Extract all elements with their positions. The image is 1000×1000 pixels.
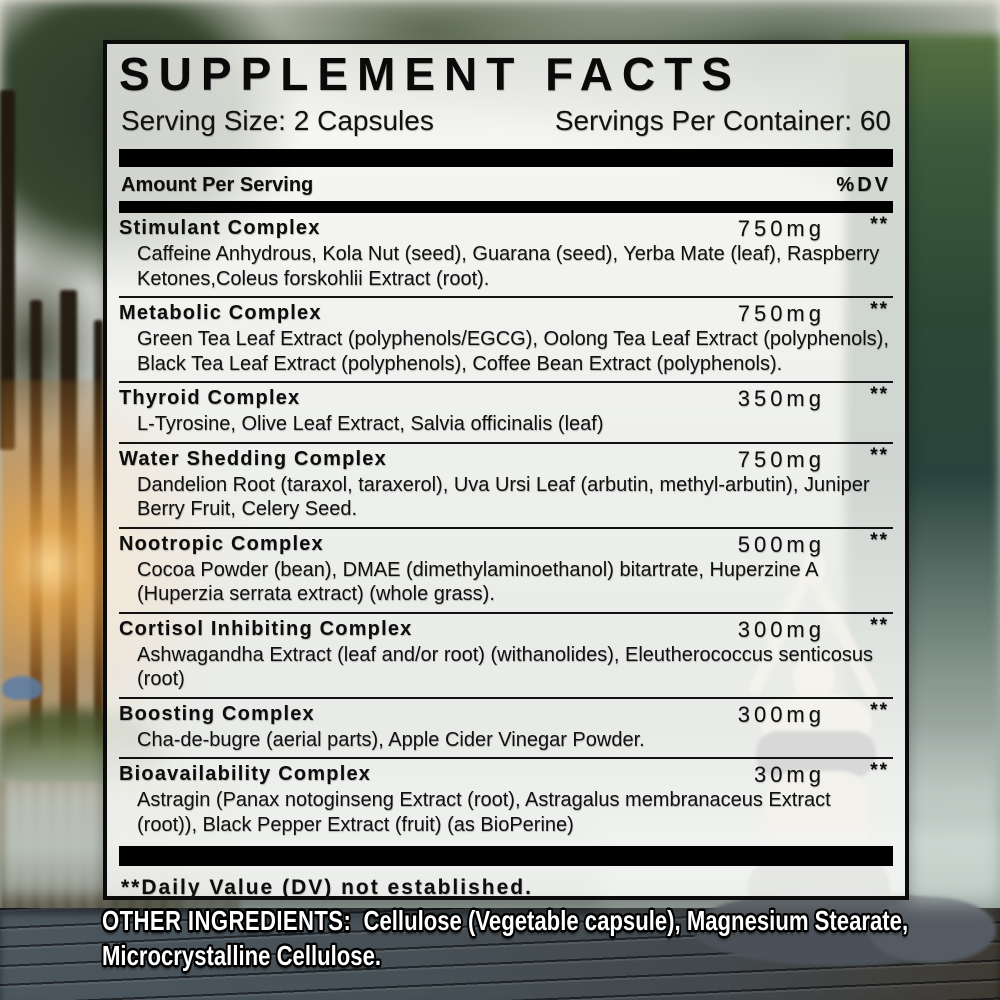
facts-rows: Stimulant Complex 750mg ** Caffeine Anhy… (119, 213, 893, 842)
complex-name: Thyroid Complex (119, 387, 301, 409)
complex-section: Boosting Complex 300mg ** Cha-de-bugre (… (119, 696, 893, 758)
percent-dv-header: %DV (836, 174, 891, 196)
lakeside-object-photo (2, 676, 42, 700)
complex-dv-asterisks: ** (870, 444, 889, 466)
complex-section: Stimulant Complex 750mg ** Caffeine Anhy… (119, 213, 893, 296)
complex-amount: 500mg (737, 531, 825, 557)
complex-name: Cortisol Inhibiting Complex (119, 617, 413, 640)
tree-trunk-photo (30, 300, 42, 750)
complex-ingredients: Cha-de-bugre (aerial parts), Apple Cider… (137, 728, 645, 751)
complex-ingredients: L-Tyrosine, Olive Leaf Extract, Salvia o… (137, 413, 604, 435)
divider-bar-thick (119, 846, 893, 866)
daily-value-footnote: **Daily Value (DV) not established. (121, 876, 533, 899)
divider-bar-thick (119, 149, 893, 167)
complex-amount: 750mg (737, 301, 825, 326)
serving-row: Serving Size: 2 Capsules Servings Per Co… (121, 105, 891, 137)
complex-amount: 30mg (753, 762, 825, 787)
complex-name: Stimulant Complex (119, 217, 321, 239)
complex-amount: 750mg (737, 446, 825, 472)
complex-section: Bioavailability Complex 30mg ** Astragin… (119, 757, 893, 842)
tree-trunk-photo (60, 290, 77, 760)
complex-section: Metabolic Complex 750mg ** Green Tea Lea… (119, 296, 893, 381)
other-ingredients-label: OTHER INGREDIENTS: (102, 905, 352, 936)
complex-dv-asterisks: ** (870, 299, 889, 320)
amount-per-serving-header: Amount Per Serving (121, 174, 314, 196)
complex-section: Nootropic Complex 500mg ** Cocoa Powder … (119, 526, 893, 612)
complex-header-row: Cortisol Inhibiting Complex 300mg ** (119, 615, 893, 642)
supplement-facts-panel: SUPPLEMENT FACTS Serving Size: 2 Capsule… (103, 40, 909, 900)
complex-header-row: Water Shedding Complex 750mg ** (119, 445, 893, 472)
complex-amount: 750mg (737, 216, 825, 241)
complex-dv-asterisks: ** (870, 384, 889, 405)
complex-name: Boosting Complex (119, 702, 315, 725)
panel-title: SUPPLEMENT FACTS (119, 48, 741, 100)
complex-section: Thyroid Complex 350mg ** L-Tyrosine, Oli… (119, 381, 893, 442)
servings-per-container: Servings Per Container: 60 (554, 105, 891, 136)
complex-ingredients: Cocoa Powder (bean), DMAE (dimethylamino… (137, 558, 818, 606)
complex-dv-asterisks: ** (870, 214, 889, 235)
complex-amount: 300mg (737, 701, 825, 727)
complex-amount: 300mg (737, 616, 825, 642)
complex-header-row: Metabolic Complex 750mg ** (119, 299, 893, 326)
complex-header-row: Bioavailability Complex 30mg ** (119, 760, 893, 787)
column-header-row: Amount Per Serving %DV (119, 171, 893, 201)
complex-header-row: Stimulant Complex 750mg ** (119, 214, 893, 241)
complex-ingredients: Astragin (Panax notoginseng Extract (roo… (137, 789, 831, 836)
complex-name: Metabolic Complex (119, 302, 322, 324)
complex-section: Water Shedding Complex 750mg ** Dandelio… (119, 441, 893, 527)
complex-ingredients: Green Tea Leaf Extract (polyphenols/EGCG… (137, 328, 889, 375)
other-ingredients: OTHER INGREDIENTS: Cellulose (Vegetable … (102, 903, 955, 973)
complex-ingredients: Dandelion Root (taraxol, taraxerol), Uva… (137, 473, 870, 521)
complex-ingredients: Caffeine Anhydrous, Kola Nut (seed), Gua… (137, 243, 880, 290)
complex-name: Bioavailability Complex (119, 763, 372, 785)
complex-dv-asterisks: ** (870, 699, 889, 721)
complex-ingredients: Ashwagandha Extract (leaf and/or root) (… (137, 643, 873, 691)
complex-dv-asterisks: ** (870, 760, 889, 781)
tree-trunk-photo (94, 320, 103, 750)
tree-trunk-photo (0, 90, 15, 450)
complex-header-row: Boosting Complex 300mg ** (119, 700, 893, 727)
divider-bar-thick (119, 201, 893, 213)
complex-section: Cortisol Inhibiting Complex 300mg ** Ash… (119, 611, 893, 697)
complex-header-row: Thyroid Complex 350mg ** (119, 384, 893, 411)
complex-name: Nootropic Complex (119, 532, 324, 555)
other-ingredients-text: Cellulose (Vegetable capsule), Magnesium… (102, 905, 915, 971)
complex-amount: 350mg (737, 386, 825, 411)
complex-header-row: Nootropic Complex 500mg ** (119, 530, 893, 557)
complex-name: Water Shedding Complex (119, 447, 387, 470)
complex-dv-asterisks: ** (870, 614, 889, 636)
serving-size: Serving Size: 2 Capsules (121, 105, 434, 136)
complex-dv-asterisks: ** (870, 529, 889, 551)
